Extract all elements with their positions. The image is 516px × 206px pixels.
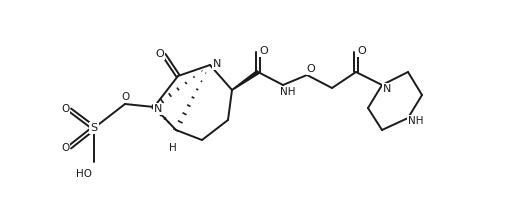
Polygon shape	[232, 71, 259, 90]
Text: S: S	[90, 123, 98, 133]
Text: O: O	[61, 104, 69, 114]
Text: HO: HO	[76, 169, 92, 179]
Text: N: N	[154, 104, 162, 114]
Text: NH: NH	[408, 116, 424, 126]
Text: O: O	[61, 143, 69, 153]
Text: H: H	[169, 143, 177, 153]
Text: NH: NH	[280, 87, 296, 97]
Text: N: N	[383, 84, 391, 94]
Text: N: N	[213, 59, 221, 69]
Text: O: O	[156, 49, 165, 59]
Text: O: O	[121, 92, 129, 102]
Text: O: O	[358, 46, 366, 56]
Text: O: O	[307, 64, 315, 74]
Text: O: O	[260, 46, 268, 56]
